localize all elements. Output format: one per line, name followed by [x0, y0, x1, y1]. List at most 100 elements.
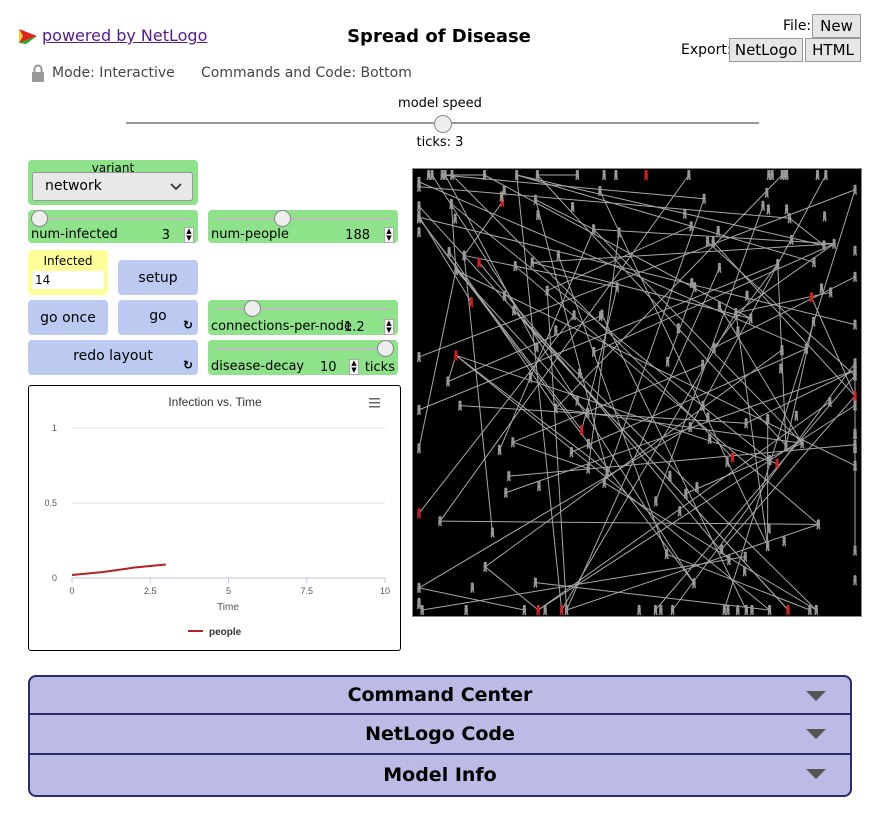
person-icon [483, 561, 488, 572]
network-link [535, 199, 608, 472]
person-icon [653, 604, 658, 615]
x-tick-label: 5 [226, 586, 231, 596]
powered-by-label: powered by NetLogo [42, 26, 208, 45]
hamburger-menu-icon[interactable] [369, 398, 380, 408]
network-link [655, 205, 764, 502]
person-icon [533, 577, 538, 588]
legend[interactable]: people [188, 627, 242, 638]
person-icon [530, 257, 535, 268]
person-icon [822, 211, 827, 222]
person-icon [426, 169, 431, 180]
person-icon [577, 368, 582, 379]
person-icon [784, 204, 789, 215]
netlogo-code-section[interactable]: NetLogo Code [28, 715, 852, 755]
network-link [484, 349, 783, 568]
person-icon [449, 198, 454, 209]
person-icon [682, 208, 687, 219]
disease-decay-slider[interactable]: disease-decay 10 ▲ ▼ ticks [208, 340, 398, 375]
mode-toggle[interactable]: Mode: Interactive [30, 63, 175, 83]
new-button[interactable]: New [812, 14, 861, 38]
network-link [431, 174, 695, 584]
disease-decay-value[interactable]: 10 [320, 360, 337, 375]
expand-arrow-icon[interactable] [806, 769, 826, 779]
person-icon [553, 325, 558, 336]
num-infected-knob[interactable] [31, 210, 48, 227]
person-icon [827, 396, 832, 408]
num-infected-track[interactable] [36, 218, 190, 220]
person-icon [804, 343, 809, 354]
go-once-button[interactable]: go once [28, 300, 108, 335]
num-people-track[interactable] [216, 218, 390, 220]
person-icon [470, 582, 475, 593]
world-view[interactable] [412, 168, 862, 617]
variant-chooser[interactable]: variant network [28, 160, 198, 205]
person-icon [789, 234, 794, 245]
mode-label: Mode: Interactive [52, 65, 175, 81]
disease-decay-track[interactable] [216, 348, 390, 350]
redo-layout-button[interactable]: redo layout ↻ [28, 340, 198, 375]
person-icon [816, 519, 821, 530]
variant-select[interactable]: network [32, 172, 193, 201]
go-button[interactable]: go ↻ [118, 300, 198, 335]
connections-per-node-slider[interactable]: connections-per-node 1.2 ▲ ▼ [208, 300, 398, 335]
disease-decay-knob[interactable] [377, 340, 394, 357]
expand-arrow-icon[interactable] [806, 691, 826, 701]
num-people-slider[interactable]: num-people 188 ▲ ▼ [208, 210, 398, 243]
setup-button[interactable]: setup [118, 260, 198, 295]
network-link [599, 190, 769, 547]
person-icon [453, 265, 458, 276]
network-link [439, 520, 819, 525]
person-icon [417, 443, 421, 454]
num-people-knob[interactable] [274, 210, 292, 227]
num-infected-slider[interactable]: num-infected 3 ▲ ▼ [28, 210, 198, 243]
person-icon [832, 238, 837, 249]
person-icon [440, 169, 445, 180]
command-center-section[interactable]: Command Center [28, 675, 852, 715]
person-icon [815, 169, 820, 180]
connections-label: connections-per-node [211, 319, 352, 334]
person-icon [711, 236, 716, 247]
connections-knob[interactable] [244, 300, 262, 317]
person-icon [536, 481, 541, 492]
num-people-value[interactable]: 188 [345, 228, 370, 243]
powered-by-netlogo-link[interactable]: powered by NetLogo [18, 26, 207, 45]
model-speed-knob[interactable] [433, 115, 452, 133]
network-link [418, 218, 583, 431]
chart-title: Infection vs. Time [168, 395, 262, 409]
person-icon [511, 305, 516, 316]
variant-label: variant [91, 161, 135, 175]
person-icon [853, 575, 857, 586]
connections-spinner[interactable]: ▲ ▼ [384, 319, 394, 335]
export-label: Export: [681, 42, 732, 58]
person-icon [767, 454, 772, 465]
person-icon [613, 169, 618, 180]
person-icon [490, 527, 495, 538]
model-info-section[interactable]: Model Info [28, 755, 852, 797]
person-icon [787, 213, 792, 224]
network-link [721, 395, 856, 550]
num-infected-spinner[interactable]: ▲ ▼ [184, 227, 194, 243]
network-link [735, 312, 769, 547]
num-people-spinner[interactable]: ▲ ▼ [384, 227, 394, 243]
infected-person-icon [644, 169, 649, 180]
person-icon [464, 604, 469, 615]
person-icon [700, 359, 705, 370]
person-icon [585, 407, 590, 418]
connections-track[interactable] [216, 308, 390, 310]
person-icon [602, 169, 607, 180]
infected-person-icon [536, 604, 541, 615]
network-link [546, 290, 568, 611]
person-icon [853, 460, 857, 471]
num-infected-value[interactable]: 3 [161, 228, 170, 243]
export-netlogo-button[interactable]: NetLogo [729, 38, 803, 62]
infected-person-icon [809, 292, 814, 303]
disease-decay-spinner[interactable]: ▲ ▼ [349, 359, 359, 375]
network-link [571, 348, 807, 453]
person-icon [482, 169, 487, 180]
person-icon [586, 438, 591, 449]
export-html-button[interactable]: HTML [805, 38, 861, 62]
expand-arrow-icon[interactable] [806, 729, 826, 739]
code-position-toggle[interactable]: Commands and Code: Bottom [201, 65, 412, 81]
model-title: Spread of Disease [347, 26, 531, 47]
connections-value[interactable]: 1.2 [344, 320, 365, 335]
